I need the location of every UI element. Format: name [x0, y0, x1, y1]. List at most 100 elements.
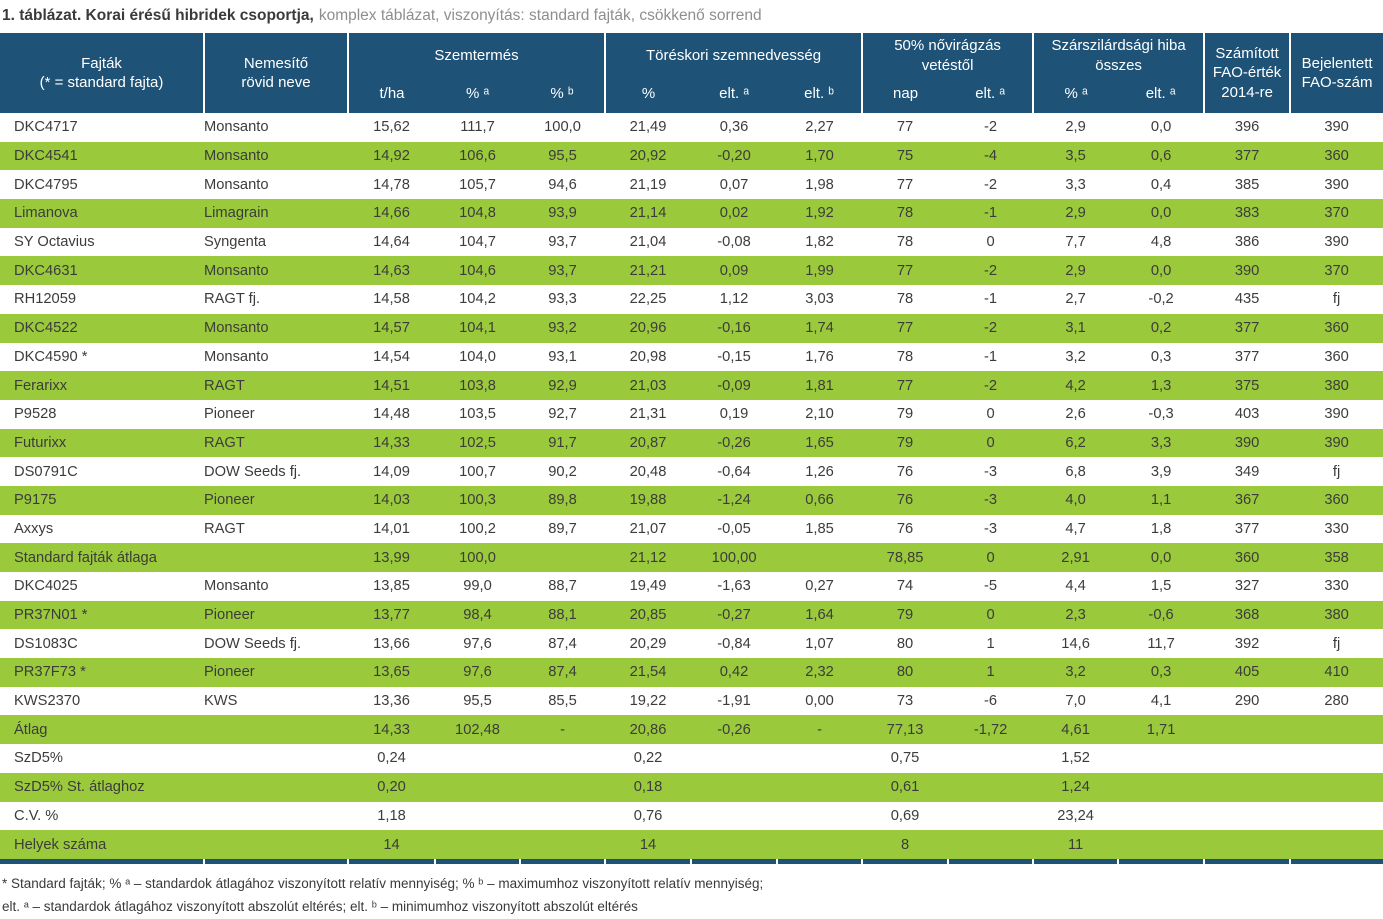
table-cell: 358 [1290, 543, 1383, 572]
table-cell: -0,09 [691, 371, 778, 400]
table-cell: -2 [948, 371, 1034, 400]
table-cell: 91,7 [520, 428, 606, 458]
table-cell [204, 772, 348, 802]
header-group-szemtermes: Szemtermés [346, 33, 606, 78]
table-cell: 3,9 [1118, 457, 1205, 486]
table-cell: 1,85 [777, 514, 863, 544]
table-cell: 1,99 [777, 256, 863, 286]
table-cell [520, 830, 606, 859]
table-row: Axxys RAGT 14,01 100,2 89,7 21,07 -0,05 1,85 76-… [0, 514, 1383, 544]
table-cell: 14,48 [348, 399, 435, 429]
table-row: DKC4541 Monsanto 14,92 106,6 95,5 20,92 -0,20 1… [0, 141, 1383, 171]
header-group-szarszilardsagi-hiba: Szárszilárdsági hiba összes [1032, 33, 1205, 78]
header-sub-elt-a: elt. ᵃ [1118, 78, 1205, 113]
table-cell: 390 [1290, 113, 1383, 142]
table-cell: Pioneer [204, 658, 348, 687]
table-cell: -0,26 [691, 428, 778, 458]
table-cell: 4,61 [1033, 715, 1119, 745]
table-cell: 390 [1290, 428, 1383, 458]
table-cell: 360 [1204, 543, 1291, 572]
table-cell [777, 830, 863, 859]
table-cell: 1,52 [1033, 744, 1119, 773]
table-cell: 13,66 [348, 629, 435, 659]
row-label: Átlag [0, 715, 204, 745]
table-cell: 4,2 [1033, 371, 1119, 400]
table-cell: 100,0 [435, 543, 520, 572]
table-cell: 13,65 [348, 658, 435, 687]
table-cell: 85,5 [520, 686, 606, 716]
table-cell: 0 [948, 600, 1034, 630]
table-cell: 79 [862, 428, 949, 458]
footnotes: * Standard fajták; % ᵃ – standardok átla… [0, 873, 1383, 919]
row-label: DKC4025 [0, 572, 204, 601]
table-cell: 2,9 [1033, 199, 1119, 228]
table-cell [1290, 744, 1383, 773]
table-cell: 327 [1204, 572, 1291, 601]
table-cell: -4 [948, 141, 1034, 171]
table-cell: 360 [1290, 485, 1383, 515]
table-cell: -1 [948, 342, 1034, 372]
table-cell: 0,36 [691, 113, 778, 142]
table-cell: 77 [862, 113, 949, 142]
table-cell: 89,8 [520, 485, 606, 515]
table-cell: 102,48 [435, 715, 520, 745]
table-cell: 1,3 [1118, 371, 1205, 400]
table-cell: 88,7 [520, 572, 606, 601]
table-cell: 77 [862, 371, 949, 400]
table-cell [204, 801, 348, 831]
table-cell: 330 [1290, 572, 1383, 601]
table-cell [520, 772, 606, 802]
table-cell: 390 [1290, 399, 1383, 429]
table-cell: -0,15 [691, 342, 778, 372]
table-cell [1118, 830, 1205, 859]
table-cell [691, 801, 778, 831]
table-cell: 0 [948, 543, 1034, 572]
table-cell: -3 [948, 514, 1034, 544]
header-sub-pct: % [604, 78, 692, 113]
table-row: DKC4717 Monsanto 15,62 111,7 100,0 21,49 0,36 2… [0, 113, 1383, 142]
table-row: DKC4522 Monsanto 14,57 104,1 93,2 20,96 -0,16 1… [0, 313, 1383, 343]
table-cell: Monsanto [204, 256, 348, 286]
table-cell: 1,64 [777, 600, 863, 630]
row-label: Helyek száma [0, 830, 204, 859]
table-cell: 21,54 [605, 658, 692, 687]
table-cell: -1 [948, 285, 1034, 314]
table-row: Limanova Limagrain 14,66 104,8 93,9 21,14 0,02… [0, 199, 1383, 228]
table-cell: 14,33 [348, 428, 435, 458]
table-cell: 6,2 [1033, 428, 1119, 458]
table-cell: 1,70 [777, 141, 863, 171]
table-cell: 380 [1290, 600, 1383, 630]
table-cell: 87,4 [520, 629, 606, 659]
table-cell [1118, 772, 1205, 802]
table-row: DKC4590 * Monsanto 14,54 104,0 93,1 20,98 -0,1… [0, 342, 1383, 372]
table-cell: 111,7 [435, 113, 520, 142]
table-cell: 377 [1204, 141, 1291, 171]
table-cell: 0,76 [605, 801, 692, 831]
table-row: PR37F73 * Pioneer 13,65 97,6 87,4 21,54 0,42 2,… [0, 658, 1383, 687]
table-cell: 2,6 [1033, 399, 1119, 429]
table-cell [1290, 830, 1383, 859]
header-sub-elt-b: elt. ᵇ [777, 78, 863, 113]
table-cell: 21,49 [605, 113, 692, 142]
row-label: RH12059 [0, 285, 204, 314]
table-cell: 1,24 [1033, 772, 1119, 802]
table-row: C.V. % 1,18 0,76 0,69 23,24 [0, 801, 1383, 831]
table-cell: 100,3 [435, 485, 520, 515]
header-sub-elt-a: elt. ᵃ [948, 78, 1034, 113]
row-label: PR37F73 * [0, 658, 204, 687]
table-cell: Limagrain [204, 199, 348, 228]
table-cell: RAGT [204, 371, 348, 400]
table-cell [204, 744, 348, 773]
row-label: P9528 [0, 399, 204, 429]
table-cell: 90,2 [520, 457, 606, 486]
table-cell: 93,1 [520, 342, 606, 372]
table-cell [204, 830, 348, 859]
header-sub-nap: nap [861, 78, 949, 113]
table-cell: 75 [862, 141, 949, 171]
table-row: PR37N01 * Pioneer 13,77 98,4 88,1 20,85 -0,27 1… [0, 600, 1383, 630]
table-cell: 93,3 [520, 285, 606, 314]
table-cell: - [777, 715, 863, 745]
table-row: P9528 Pioneer 14,48 103,5 92,7 21,31 0,19 2,10 7… [0, 399, 1383, 429]
table-cell: 0,02 [691, 199, 778, 228]
table-cell [1204, 772, 1291, 802]
